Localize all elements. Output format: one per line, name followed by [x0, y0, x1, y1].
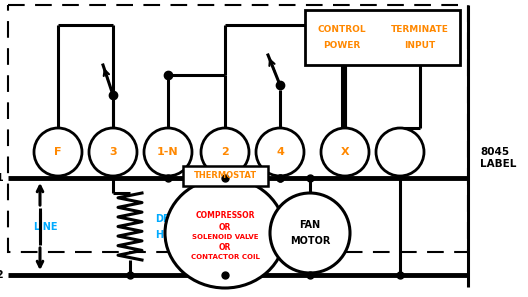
Text: THERMOSTAT: THERMOSTAT	[193, 171, 257, 181]
Circle shape	[201, 128, 249, 176]
Circle shape	[321, 128, 369, 176]
Circle shape	[270, 193, 350, 273]
Text: F: F	[54, 147, 62, 157]
Text: L2: L2	[0, 270, 4, 280]
Circle shape	[144, 128, 192, 176]
Text: 8045
LABEL: 8045 LABEL	[480, 147, 516, 169]
Text: OR: OR	[219, 242, 231, 252]
Text: 2: 2	[221, 147, 229, 157]
Bar	[8, 5, 468, 252]
Text: X: X	[341, 147, 350, 157]
Circle shape	[34, 128, 82, 176]
Text: MOTOR: MOTOR	[290, 236, 330, 246]
Text: L1: L1	[0, 173, 4, 183]
Text: 3: 3	[109, 147, 117, 157]
Text: SOLENOID VALVE: SOLENOID VALVE	[192, 234, 258, 240]
Text: FAN: FAN	[299, 220, 320, 230]
Text: OR: OR	[219, 222, 231, 231]
Text: INPUT: INPUT	[404, 41, 435, 50]
Text: CONTACTOR COIL: CONTACTOR COIL	[191, 254, 259, 260]
Text: 4: 4	[276, 147, 284, 157]
Text: 1-N: 1-N	[157, 147, 179, 157]
Text: POWER: POWER	[324, 41, 361, 50]
Circle shape	[89, 128, 137, 176]
Text: COMPRESSOR: COMPRESSOR	[195, 211, 254, 219]
Bar	[305, 10, 460, 65]
Text: DEFROST: DEFROST	[155, 214, 206, 224]
Text: TERMINATE: TERMINATE	[391, 25, 449, 34]
Text: CONTROL: CONTROL	[318, 25, 366, 34]
Ellipse shape	[165, 178, 285, 288]
Circle shape	[376, 128, 424, 176]
Circle shape	[256, 128, 304, 176]
Bar	[183, 166, 268, 186]
Text: LINE: LINE	[33, 222, 57, 231]
Text: HEATER: HEATER	[155, 230, 197, 239]
